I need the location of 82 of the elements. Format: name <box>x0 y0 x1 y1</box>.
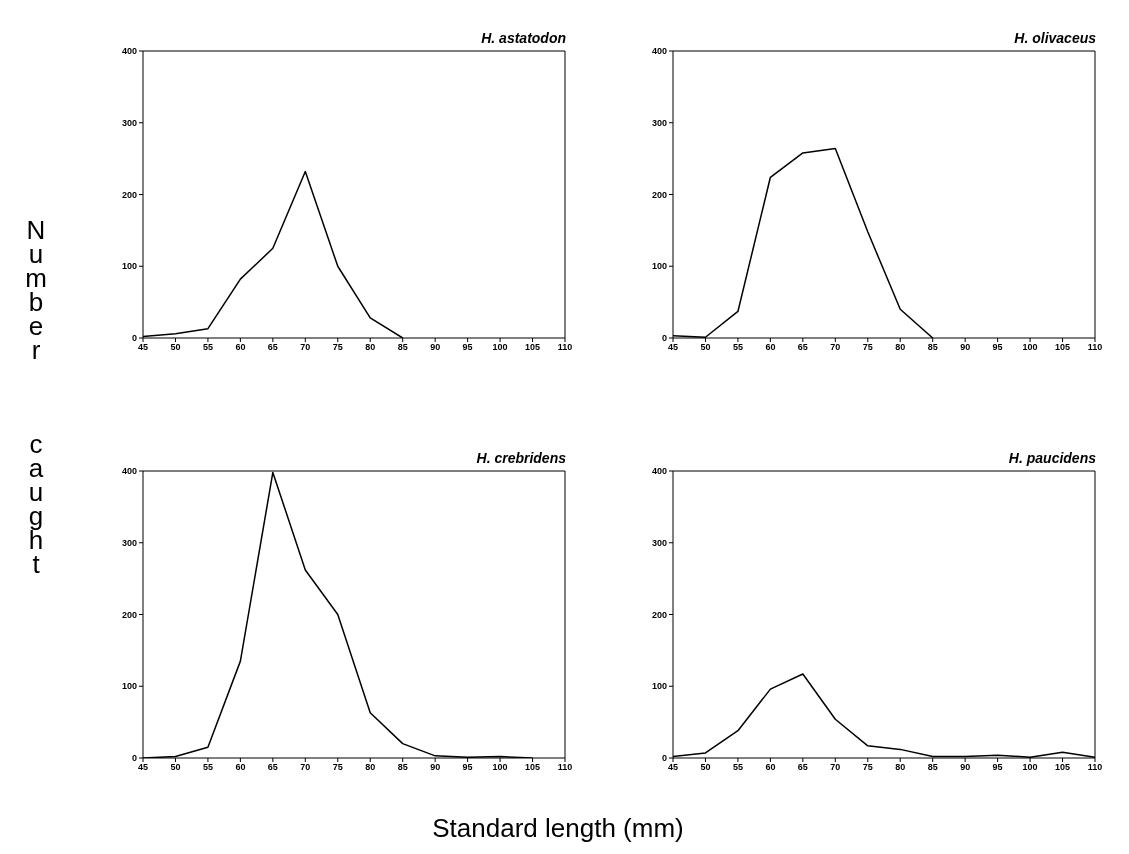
x-tick-label: 100 <box>492 342 508 353</box>
x-tick-label: 105 <box>1055 342 1071 353</box>
x-tick-label: 85 <box>927 762 938 773</box>
x-tick-label: 55 <box>202 342 213 353</box>
x-tick-label: 75 <box>862 762 873 773</box>
y-tick-label: 400 <box>121 46 137 57</box>
x-tick-label: 90 <box>960 342 971 353</box>
x-tick-label: 95 <box>992 762 1003 773</box>
x-tick-label: 65 <box>267 342 278 353</box>
x-tick-label: 45 <box>667 342 679 353</box>
x-tick-label: 95 <box>462 762 473 773</box>
y-tick-label: 200 <box>121 609 137 620</box>
x-tick-label: 85 <box>397 342 408 353</box>
x-tick-label: 80 <box>895 762 906 773</box>
text: Number caught <box>25 215 47 579</box>
x-tick-label: 110 <box>1087 342 1103 353</box>
y-tick-label: 300 <box>651 117 667 128</box>
y-tick-label: 200 <box>651 189 667 200</box>
y-tick-label: 100 <box>651 681 667 692</box>
chart-title: H. crebridens <box>476 450 566 466</box>
y-tick-label: 100 <box>651 261 667 272</box>
x-tick-label: 70 <box>300 342 311 353</box>
y-tick-label: 300 <box>121 537 137 548</box>
x-tick-label: 65 <box>797 342 808 353</box>
x-tick-label: 50 <box>170 762 181 773</box>
y-tick-label: 100 <box>121 261 137 272</box>
y-tick-label: 0 <box>131 333 137 344</box>
chart-title: H. olivaceus <box>1014 30 1096 46</box>
x-tick-label: 110 <box>557 762 573 773</box>
x-tick-label: 90 <box>430 342 441 353</box>
x-tick-label: 110 <box>1087 762 1103 773</box>
x-tick-label: 70 <box>830 762 841 773</box>
x-tick-label: 50 <box>700 762 711 773</box>
y-tick-label: 100 <box>121 681 137 692</box>
x-tick-label: 45 <box>137 342 149 353</box>
x-tick-label: 75 <box>332 762 343 773</box>
x-tick-label: 50 <box>170 342 181 353</box>
x-tick-label: 60 <box>235 342 246 353</box>
x-tick-label: 75 <box>862 342 873 353</box>
x-tick-label: 90 <box>430 762 441 773</box>
x-tick-label: 65 <box>267 762 278 773</box>
y-tick-label: 200 <box>121 189 137 200</box>
x-tick-label: 80 <box>365 762 376 773</box>
x-tick-label: 45 <box>667 762 679 773</box>
x-tick-label: 100 <box>492 762 508 773</box>
x-tick-label: 75 <box>332 342 343 353</box>
x-tick-label: 50 <box>700 342 711 353</box>
chart-title: H. astatodon <box>481 30 566 46</box>
x-tick-label: 60 <box>765 342 776 353</box>
x-tick-label: 60 <box>765 762 776 773</box>
y-tick-label: 400 <box>651 46 667 57</box>
x-tick-label: 70 <box>830 342 841 353</box>
x-tick-label: 65 <box>797 762 808 773</box>
y-tick-label: 200 <box>651 609 667 620</box>
x-tick-label: 60 <box>235 762 246 773</box>
x-tick-label: 85 <box>397 762 408 773</box>
x-tick-label: 70 <box>300 762 311 773</box>
x-tick-label: 110 <box>557 342 573 353</box>
x-tick-label: 95 <box>462 342 473 353</box>
y-tick-label: 400 <box>651 466 667 477</box>
y-tick-label: 300 <box>651 537 667 548</box>
y-tick-label: 300 <box>121 117 137 128</box>
y-tick-label: 0 <box>661 753 667 764</box>
x-tick-label: 95 <box>992 342 1003 353</box>
x-tick-label: 80 <box>895 342 906 353</box>
x-tick-label: 100 <box>1022 342 1038 353</box>
x-tick-label: 105 <box>525 342 541 353</box>
x-tick-label: 45 <box>137 762 149 773</box>
x-tick-label: 100 <box>1022 762 1038 773</box>
x-tick-label: 105 <box>525 762 541 773</box>
y-tick-label: 0 <box>131 753 137 764</box>
x-tick-label: 105 <box>1055 762 1071 773</box>
x-tick-label: 85 <box>927 342 938 353</box>
y-tick-label: 400 <box>121 466 137 477</box>
x-tick-label: 55 <box>732 762 743 773</box>
y-tick-label: 0 <box>661 333 667 344</box>
x-tick-label: 90 <box>960 762 971 773</box>
x-tick-label: 55 <box>202 762 213 773</box>
x-tick-label: 80 <box>365 342 376 353</box>
x-axis-title: Standard length (mm) <box>431 813 685 844</box>
x-tick-label: 55 <box>732 342 743 353</box>
chart-title: H. paucidens <box>1008 450 1096 466</box>
